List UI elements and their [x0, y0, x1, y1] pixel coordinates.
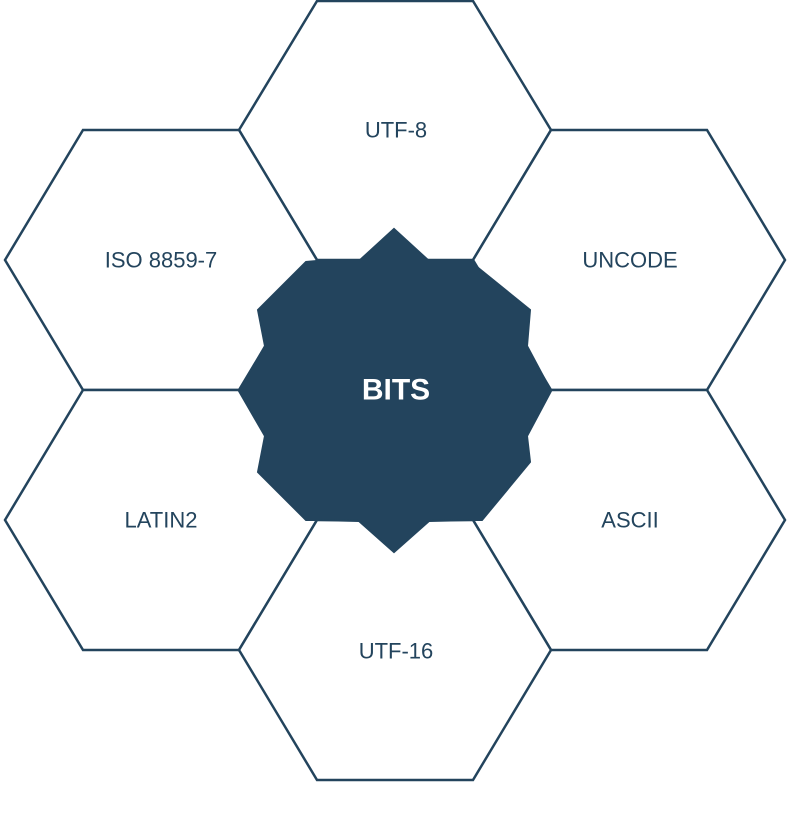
hexagon-uncode-label: UNCODE — [582, 248, 677, 273]
hexagon-latin2-label: LATIN2 — [125, 508, 198, 533]
hexagon-iso-8859-7: ISO 8859-7 — [3, 128, 319, 392]
center-starburst-shape — [237, 227, 553, 554]
center-starburst: BITS — [237, 227, 553, 554]
hexagon-utf-16-label: UTF-16 — [359, 639, 434, 664]
hexagon-iso-8859-7-label: ISO 8859-7 — [105, 248, 218, 273]
hexagon-utf-8-label: UTF-8 — [365, 118, 427, 143]
hexagon-ascii-label: ASCII — [601, 508, 658, 533]
center-label: BITS — [362, 374, 430, 407]
